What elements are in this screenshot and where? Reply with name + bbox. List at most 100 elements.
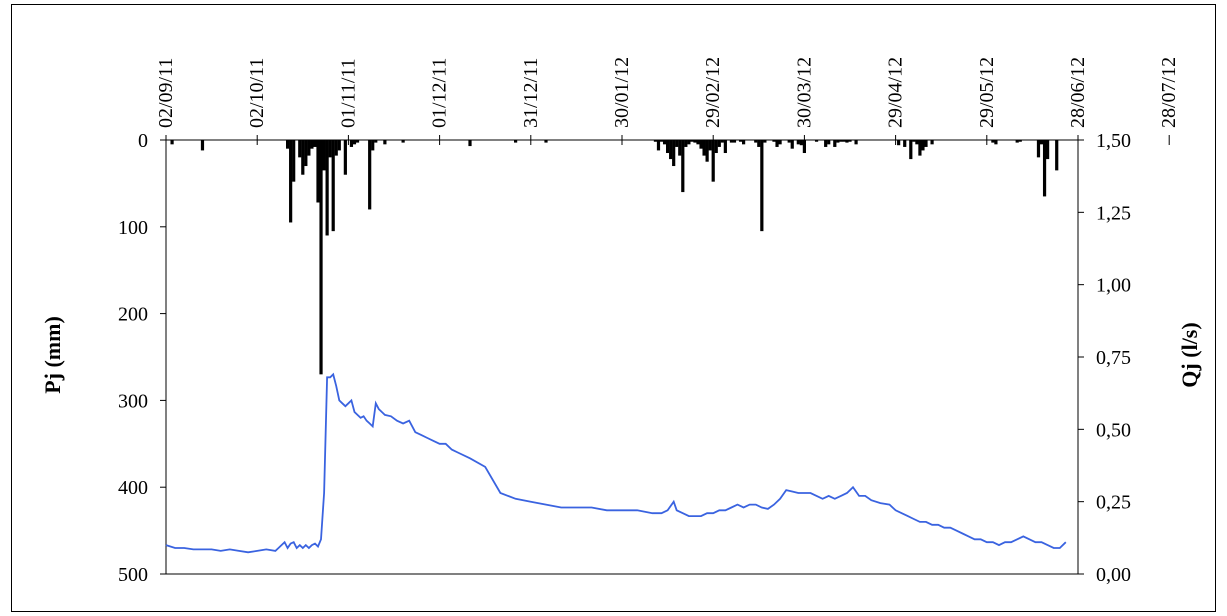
chart-frame <box>11 4 1216 612</box>
precipitation-bar <box>687 140 691 145</box>
precipitation-bar <box>289 140 293 223</box>
precipitation-bar <box>675 140 679 147</box>
precipitation-bar <box>912 140 916 142</box>
precipitation-bar <box>790 140 794 149</box>
precipitation-bar <box>1046 140 1050 160</box>
precipitation-bar <box>322 140 326 171</box>
precipitation-bar <box>732 140 737 143</box>
precipitation-bar <box>1015 140 1019 143</box>
y-right-tick-label: 0,25 <box>1096 492 1131 514</box>
precipitation-bar <box>763 140 767 143</box>
precipitation-bar <box>787 140 791 143</box>
x-top-tick-label: 28/07/12 <box>1158 57 1180 128</box>
x-top-tick-label: 01/11/11 <box>337 58 359 128</box>
precipitation-bar <box>304 140 308 167</box>
y-left-tick-label: 400 <box>118 477 148 499</box>
precipitation-bar <box>836 140 840 143</box>
precipitation-bar <box>669 140 673 160</box>
precipitation-bar <box>845 140 849 143</box>
precipitation-bar <box>343 140 347 175</box>
precipitation-bar <box>854 140 858 145</box>
precipitation-bar <box>742 140 746 145</box>
y-axis-right-title: Qj (l/s) <box>1177 322 1202 387</box>
y-left-tick-label: 500 <box>118 564 148 586</box>
precipitation-bar <box>708 140 712 151</box>
precipitation-bar <box>772 140 776 142</box>
precipitation-bar <box>705 140 709 162</box>
precipitation-bar <box>1039 140 1044 145</box>
precipitation-bar <box>702 140 706 156</box>
precipitation-bar <box>833 140 837 147</box>
y-right-tick-label: 0,50 <box>1096 419 1131 441</box>
precipitation-bar <box>468 140 472 147</box>
precipitation-bar <box>696 140 700 145</box>
y-right-tick-label: 1,00 <box>1096 275 1131 297</box>
precipitation-bar <box>738 140 743 142</box>
precipitation-bar <box>286 140 290 149</box>
precipitation-bar <box>924 140 928 147</box>
precipitation-bar <box>690 140 694 142</box>
precipitation-bar <box>514 140 518 143</box>
y-axis-left-title: Pj (mm) <box>40 316 65 394</box>
precipitation-bar <box>681 140 685 193</box>
y-left-tick-label: 100 <box>118 217 148 239</box>
precipitation-bar <box>328 140 332 158</box>
precipitation-bar <box>368 140 372 210</box>
precipitation-bar <box>544 140 548 143</box>
x-top-tick-label: 30/03/12 <box>793 57 815 128</box>
precipitation-bar <box>298 140 302 158</box>
precipitation-bar <box>991 140 995 143</box>
precipitation-bar <box>659 140 664 142</box>
precipitation-bar <box>802 140 806 154</box>
precipitation-bar <box>915 140 919 145</box>
precipitation-bar <box>930 140 934 145</box>
precipitation-bar <box>848 140 852 142</box>
y-left-tick-label: 300 <box>118 390 148 412</box>
x-top-tick-label: 01/12/11 <box>429 58 451 128</box>
x-top-tick-label: 31/12/11 <box>520 58 542 128</box>
precipitation-bar <box>349 140 354 147</box>
precipitation-bar <box>672 140 676 167</box>
x-top-tick-label: 30/01/12 <box>611 57 633 128</box>
precipitation-bar <box>383 140 387 145</box>
precipitation-bar <box>799 140 803 146</box>
y-right-tick-label: 0,75 <box>1096 347 1131 369</box>
precipitation-bar <box>1042 140 1047 197</box>
precipitation-bar <box>325 140 329 236</box>
precipitation-bar <box>918 140 922 156</box>
precipitation-bar <box>909 140 913 160</box>
y-right-tick-label: 1,50 <box>1096 130 1131 152</box>
y-left-tick-label: 200 <box>118 304 148 326</box>
precipitation-bar <box>994 140 998 145</box>
precipitation-bar <box>839 140 843 142</box>
precipitation-bar <box>662 140 667 145</box>
precipitation-bar <box>374 140 378 143</box>
labels: 0 100 200 300 400 500 0,00 0,25 0,50 0,75 1,00 1,25… <box>118 57 1180 586</box>
precipitation-bar <box>814 140 819 142</box>
precipitation-bar <box>684 140 688 147</box>
precipitation-bar <box>292 140 296 182</box>
precipitation-bar <box>921 140 925 151</box>
precipitation-bar <box>903 140 907 147</box>
precipitation-bar <box>334 140 338 156</box>
precipitation-bar <box>775 140 779 147</box>
x-top-tick-label: 02/10/11 <box>246 58 268 128</box>
precipitation-bar <box>1055 140 1059 171</box>
precipitation-bar <box>760 140 764 232</box>
precipitation-bar <box>693 140 697 143</box>
precipitation-bar <box>313 140 317 147</box>
precipitation-bar <box>316 140 320 203</box>
precipitation-bar <box>757 140 761 147</box>
precipitation-bar <box>656 140 661 151</box>
precipitation-bar <box>337 140 341 151</box>
precipitation-bar <box>729 140 734 143</box>
y-left-tick-label: 0 <box>138 130 148 152</box>
x-top-tick-label: 29/04/12 <box>885 57 907 128</box>
x-top-tick-label: 29/05/12 <box>976 57 998 128</box>
precipitation-bar <box>720 140 724 143</box>
precipitation-bar <box>723 140 727 154</box>
precipitation-bar <box>319 140 323 375</box>
precipitation-bar <box>170 140 174 145</box>
precipitation-bar <box>301 140 305 175</box>
